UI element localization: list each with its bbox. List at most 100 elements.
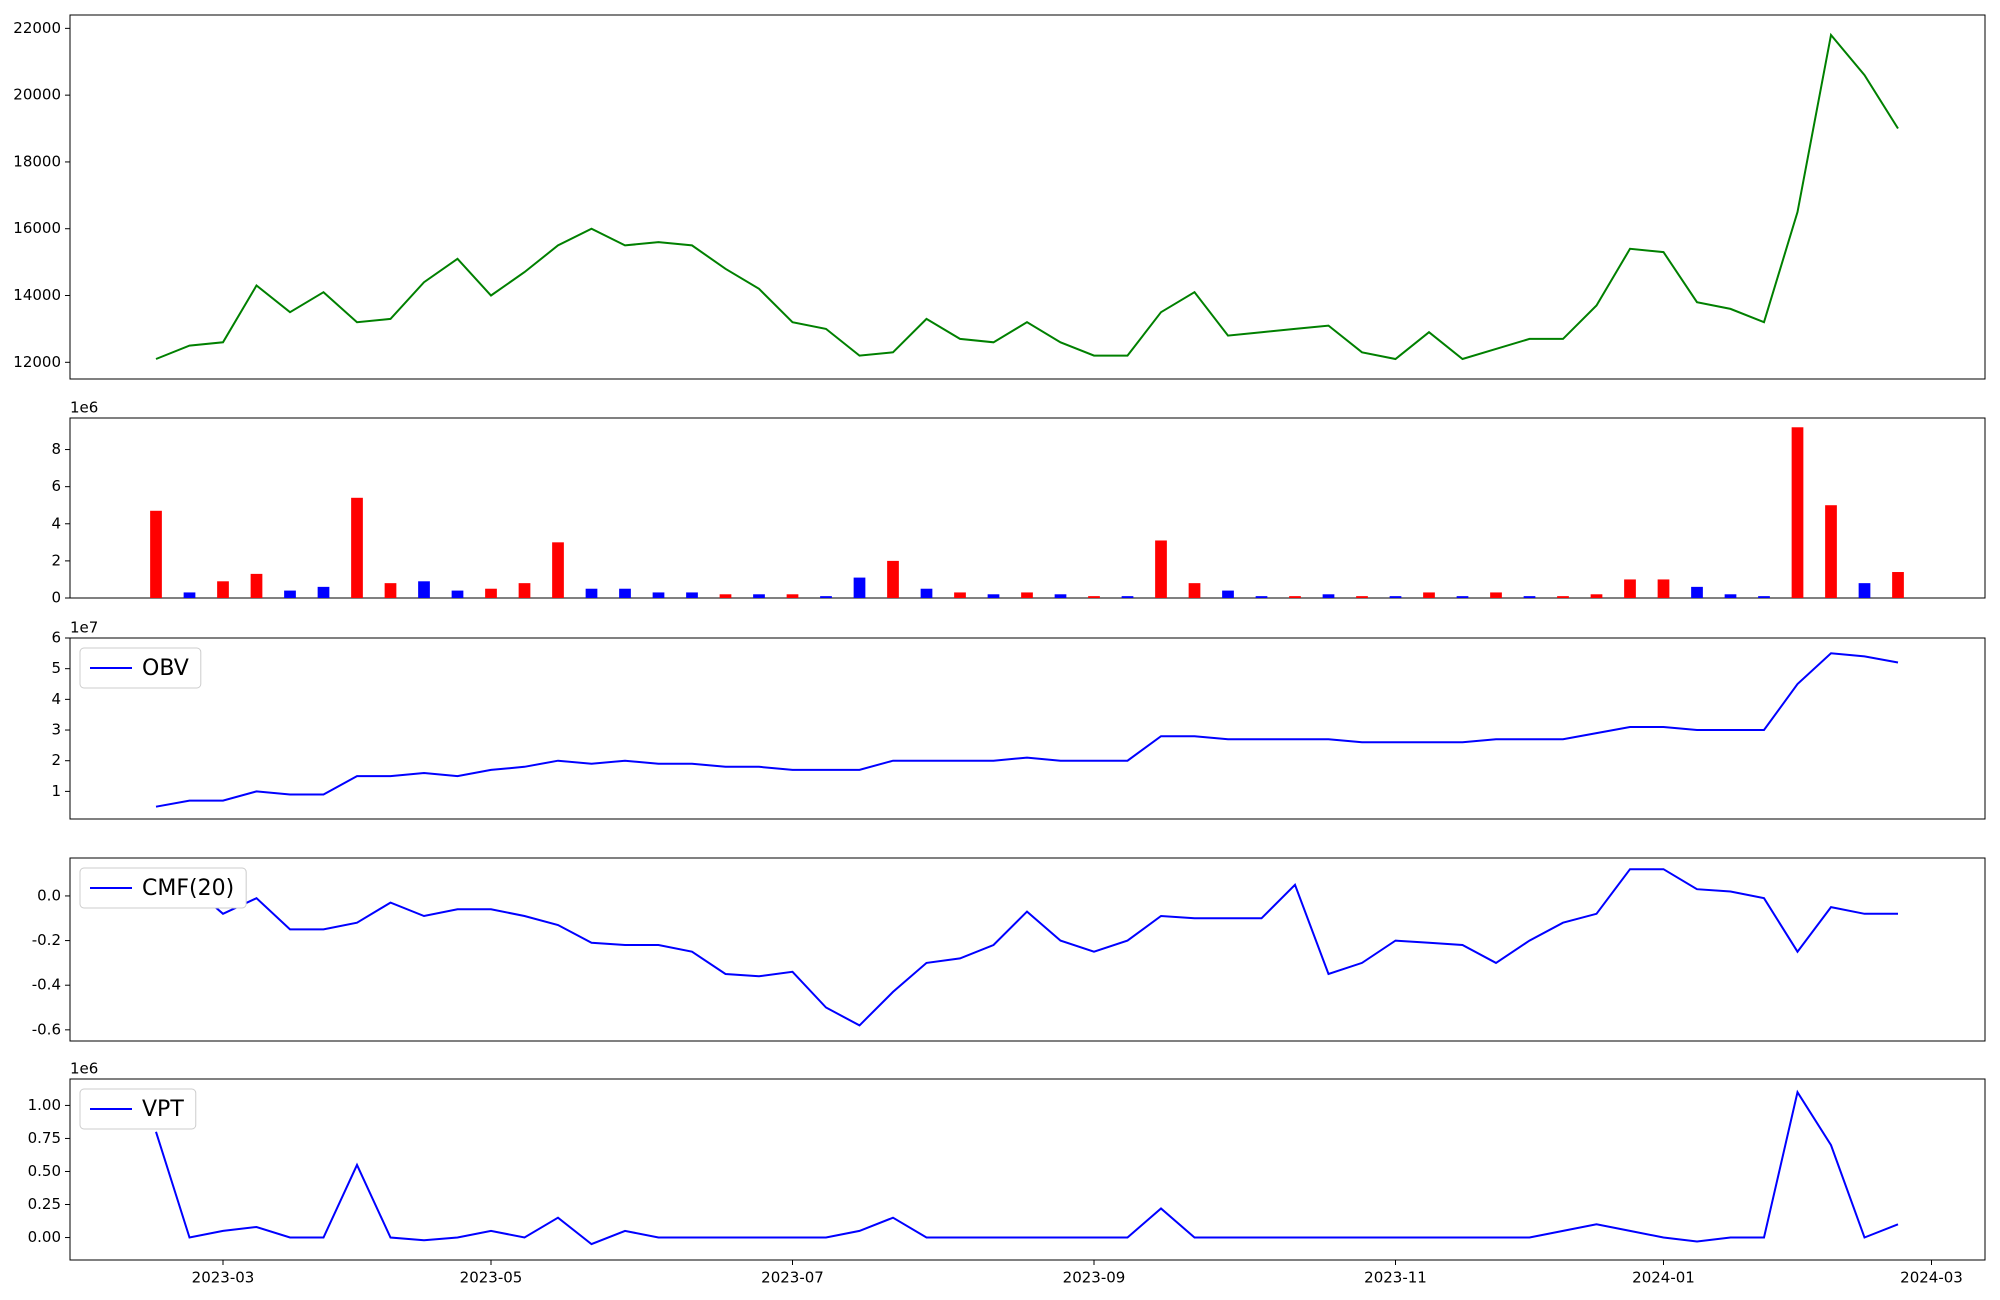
y-tick-label: 4 <box>51 690 61 708</box>
y-tick-label: 2 <box>51 551 61 569</box>
x-tick-label: 2024-03 <box>1900 1269 1963 1287</box>
y-tick-label: 1 <box>51 782 61 800</box>
bar <box>284 590 296 598</box>
bar <box>853 577 866 598</box>
x-tick-label: 2023-07 <box>761 1269 824 1287</box>
y-tick-label: 0.75 <box>28 1129 61 1147</box>
bar <box>585 588 598 598</box>
y-tick-label: 1.00 <box>28 1096 61 1114</box>
line <box>155 868 1898 1027</box>
bar <box>1691 586 1703 598</box>
bar <box>1523 596 1536 598</box>
y-tick-label: 16000 <box>13 219 61 237</box>
bar <box>451 590 464 598</box>
legend-box <box>79 647 202 689</box>
bar <box>1791 427 1804 598</box>
bar <box>1590 594 1603 598</box>
line <box>155 32 1899 361</box>
bar <box>887 560 899 598</box>
y-tick-label: 0.25 <box>28 1195 61 1213</box>
legend-box <box>79 1088 197 1130</box>
bar <box>619 588 631 598</box>
line <box>155 1089 1899 1246</box>
bar <box>518 583 531 598</box>
bar <box>1490 592 1502 598</box>
bar <box>1356 596 1368 598</box>
bar <box>719 594 732 598</box>
bar <box>920 588 933 598</box>
plot-frame <box>69 1078 1986 1261</box>
bar <box>820 596 832 598</box>
bar <box>987 594 1000 598</box>
bar <box>1088 596 1100 598</box>
axis-offset-label: 1e7 <box>70 619 98 637</box>
y-tick-label: 18000 <box>13 152 61 170</box>
bar <box>217 581 229 598</box>
axis-offset-label: 1e6 <box>70 1060 98 1078</box>
bar <box>1657 579 1670 598</box>
axis-offset-label: 1e6 <box>70 399 98 417</box>
y-tick-label: 12000 <box>13 353 61 371</box>
bar <box>686 592 698 598</box>
bar <box>1624 579 1636 598</box>
bar <box>1724 594 1737 598</box>
bar <box>652 592 665 598</box>
bar <box>786 594 799 598</box>
bar <box>1858 583 1871 598</box>
y-tick-label: 20000 <box>13 86 61 104</box>
line <box>155 652 1899 808</box>
bar <box>1255 596 1268 598</box>
bar <box>1121 596 1134 598</box>
bar <box>954 592 966 598</box>
plot-frame <box>69 857 1986 1042</box>
x-tick-label: 2023-05 <box>460 1269 523 1287</box>
bar <box>418 581 430 598</box>
x-tick-label: 2024-01 <box>1632 1269 1695 1287</box>
y-tick-label: 4 <box>51 514 61 532</box>
bar <box>250 573 263 598</box>
bar <box>183 592 196 598</box>
y-tick-label: -0.6 <box>32 1020 61 1038</box>
plot-frame <box>69 637 1986 820</box>
bar <box>753 594 765 598</box>
plot-frame <box>69 14 1986 380</box>
legend-label: OBV <box>142 656 189 681</box>
x-tick-label: 2023-03 <box>192 1269 255 1287</box>
bar <box>1188 583 1201 598</box>
bar <box>1758 596 1770 598</box>
bar <box>1322 594 1335 598</box>
bar <box>1825 505 1837 598</box>
y-tick-label: 22000 <box>13 19 61 37</box>
bar <box>1289 596 1301 598</box>
y-tick-label: 5 <box>51 659 61 677</box>
x-tick-label: 2023-09 <box>1063 1269 1126 1287</box>
y-tick-label: 0 <box>51 589 61 607</box>
bar <box>1021 592 1033 598</box>
bar <box>150 510 162 598</box>
legend-label: VPT <box>142 1097 184 1122</box>
bar <box>1557 596 1569 598</box>
x-tick-label: 2023-11 <box>1364 1269 1427 1287</box>
bar <box>1423 592 1435 598</box>
bar <box>1456 596 1469 598</box>
bar <box>1155 540 1167 598</box>
bar <box>384 583 397 598</box>
y-tick-label: 6 <box>51 477 61 495</box>
y-tick-label: 0.0 <box>37 886 61 904</box>
bar <box>1054 594 1067 598</box>
bar <box>317 586 330 598</box>
bar <box>485 588 497 598</box>
legend-label: CMF(20) <box>142 876 234 901</box>
y-tick-label: -0.2 <box>32 931 61 949</box>
y-tick-label: 0.00 <box>28 1228 61 1246</box>
bar <box>1222 590 1234 598</box>
bar <box>552 542 564 598</box>
y-tick-label: -0.4 <box>32 976 61 994</box>
y-tick-label: 3 <box>51 721 61 739</box>
bar <box>351 497 363 598</box>
y-tick-label: 0.50 <box>28 1162 61 1180</box>
bar <box>1892 572 1904 598</box>
y-tick-label: 8 <box>51 440 61 458</box>
legend-box <box>79 867 247 909</box>
